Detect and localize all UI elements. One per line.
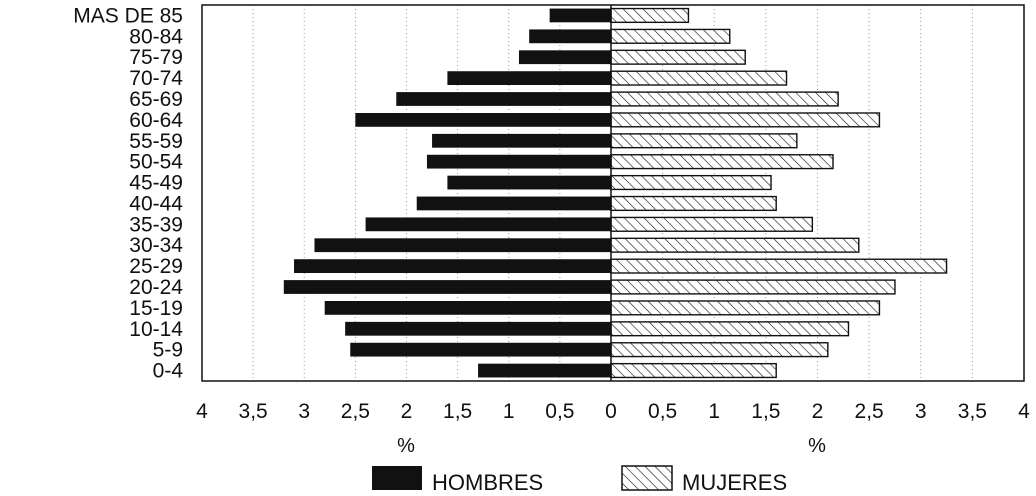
x-tick-label-left: 3	[298, 400, 310, 423]
bar-hombres	[447, 175, 611, 190]
x-tick-label-right: 3,5	[958, 400, 987, 423]
legend-label-hombres: HOMBRES	[432, 470, 543, 495]
legend: HOMBRES MUJERES	[372, 465, 787, 495]
x-axis-label-left: %	[397, 435, 415, 457]
y-tick-label: 55-59	[129, 130, 183, 153]
x-axis-label-right: %	[808, 435, 826, 457]
y-tick-label: 10-14	[129, 318, 183, 341]
x-tick-label-left: 2,5	[341, 400, 370, 423]
bar-mujeres	[610, 174, 772, 191]
bars-group	[283, 7, 948, 379]
x-axis-ticks: 4 3,5 3 2,5 2 1,5 1 0,5 0 0,5 1 1,5 2 2,5 3 3,5 4	[196, 400, 1030, 423]
bar-hombres	[283, 280, 611, 294]
bar-hombres	[314, 238, 611, 253]
y-tick-label: 25-29	[129, 255, 183, 278]
bar-mujeres	[610, 342, 829, 358]
bar-mujeres	[610, 300, 881, 316]
x-tick-label-right: 0,5	[648, 400, 677, 423]
bar-hombres	[345, 321, 611, 336]
y-tick-label: 35-39	[129, 213, 183, 236]
bar-mujeres	[610, 112, 881, 128]
legend-swatch-hombres	[372, 466, 422, 490]
y-tick-label: 60-64	[129, 109, 183, 132]
bar-hombres	[350, 342, 611, 357]
y-tick-label: 50-54	[129, 151, 183, 174]
bar-hombres	[355, 112, 611, 127]
bar-mujeres	[610, 70, 788, 86]
x-tick-label-right: 2,5	[855, 400, 884, 423]
bar-mujeres	[610, 154, 834, 170]
bar-hombres	[529, 29, 611, 44]
y-tick-label: 45-49	[129, 172, 183, 195]
y-tick-label: 65-69	[129, 88, 183, 111]
bar-mujeres	[610, 279, 896, 295]
legend-swatch-mujeres	[621, 465, 673, 491]
y-tick-label: 30-34	[129, 234, 183, 257]
y-tick-label: MAS DE 85	[73, 4, 183, 27]
bar-mujeres	[610, 133, 798, 149]
y-tick-label: 70-74	[129, 67, 183, 90]
x-tick-label-left: 3,5	[239, 400, 268, 423]
bar-hombres	[416, 196, 611, 211]
x-tick-label-left: 1	[503, 400, 515, 423]
bar-hombres	[324, 300, 611, 315]
x-tick-label-right: 3	[915, 400, 927, 423]
y-tick-label: 75-79	[129, 46, 183, 69]
bar-mujeres	[610, 49, 746, 65]
bar-mujeres	[610, 91, 839, 107]
y-tick-label: 20-24	[129, 276, 183, 299]
x-axis-labels: % %	[397, 435, 826, 457]
bar-hombres	[426, 154, 611, 169]
bar-hombres	[432, 133, 611, 148]
bar-mujeres	[610, 7, 690, 24]
x-tick-label-right: 4	[1018, 400, 1030, 423]
plot-frame	[201, 4, 1025, 382]
x-tick-label-right: 2	[812, 400, 824, 423]
bar-hombres	[294, 259, 611, 274]
bar-hombres	[447, 71, 611, 86]
bar-mujeres	[610, 237, 860, 253]
bar-hombres	[478, 363, 611, 378]
y-tick-label: 5-9	[153, 339, 183, 362]
bar-mujeres	[610, 321, 850, 337]
x-tick-label-right: 0	[605, 400, 617, 423]
bar-mujeres	[610, 195, 777, 212]
x-tick-label-left: 2	[401, 400, 413, 423]
bar-hombres	[518, 50, 611, 65]
bar-hombres	[549, 8, 611, 23]
plot-border	[201, 4, 1025, 382]
x-tick-label-left: 0,5	[545, 400, 574, 423]
bar-hombres	[365, 217, 611, 232]
y-tick-label: 15-19	[129, 297, 183, 320]
bar-mujeres	[610, 216, 814, 232]
y-axis-labels: MAS DE 8580-8475-7970-7465-6960-6455-595…	[73, 4, 183, 382]
bar-mujeres	[610, 28, 731, 44]
x-tick-label-right: 1	[708, 400, 720, 423]
x-tick-label-left: 4	[196, 400, 208, 423]
bar-mujeres	[610, 258, 948, 274]
legend-label-mujeres: MUJERES	[682, 470, 787, 495]
y-tick-label: 80-84	[129, 25, 183, 48]
y-tick-label: 40-44	[129, 192, 183, 215]
y-tick-label: 0-4	[153, 360, 184, 383]
x-tick-label-right: 1,5	[751, 400, 780, 423]
bar-hombres	[396, 92, 611, 106]
bar-mujeres	[610, 362, 777, 379]
x-tick-label-left: 1,5	[443, 400, 472, 423]
